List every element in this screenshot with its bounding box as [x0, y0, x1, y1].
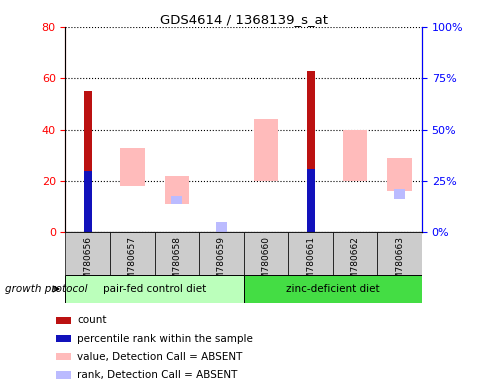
Bar — [120, 147, 144, 186]
Bar — [65, 275, 243, 303]
Bar — [332, 232, 377, 275]
Bar — [154, 232, 199, 275]
Text: GSM780661: GSM780661 — [305, 236, 315, 291]
Text: rank, Detection Call = ABSENT: rank, Detection Call = ABSENT — [77, 370, 237, 380]
Bar — [342, 129, 366, 181]
Title: GDS4614 / 1368139_s_at: GDS4614 / 1368139_s_at — [159, 13, 327, 26]
Bar — [377, 232, 421, 275]
Text: GSM780660: GSM780660 — [261, 236, 270, 291]
Text: GSM780657: GSM780657 — [128, 236, 136, 291]
Bar — [287, 232, 332, 275]
Text: pair-fed control diet: pair-fed control diet — [103, 284, 206, 294]
Text: zinc-deficient diet: zinc-deficient diet — [286, 284, 379, 294]
Bar — [253, 119, 278, 181]
Text: GSM780663: GSM780663 — [394, 236, 403, 291]
Bar — [215, 222, 227, 232]
Bar — [56, 335, 71, 342]
Text: GSM780662: GSM780662 — [350, 236, 359, 291]
Bar — [110, 232, 154, 275]
Bar — [56, 371, 71, 379]
Bar — [84, 91, 91, 232]
Bar — [243, 232, 287, 275]
Text: GSM780659: GSM780659 — [216, 236, 226, 291]
Bar — [243, 275, 421, 303]
Bar — [171, 196, 182, 204]
Bar — [164, 176, 189, 204]
Text: growth protocol: growth protocol — [5, 284, 87, 294]
Text: percentile rank within the sample: percentile rank within the sample — [77, 334, 253, 344]
Bar — [199, 232, 243, 275]
Bar — [387, 158, 411, 191]
Text: count: count — [77, 315, 106, 325]
Bar — [306, 169, 314, 232]
Text: GSM780656: GSM780656 — [83, 236, 92, 291]
Bar — [56, 317, 71, 324]
Bar — [306, 71, 314, 232]
Bar — [393, 189, 404, 199]
Text: GSM780658: GSM780658 — [172, 236, 181, 291]
Text: value, Detection Call = ABSENT: value, Detection Call = ABSENT — [77, 352, 242, 362]
Bar — [65, 232, 110, 275]
Bar — [84, 170, 91, 232]
Bar — [56, 353, 71, 361]
